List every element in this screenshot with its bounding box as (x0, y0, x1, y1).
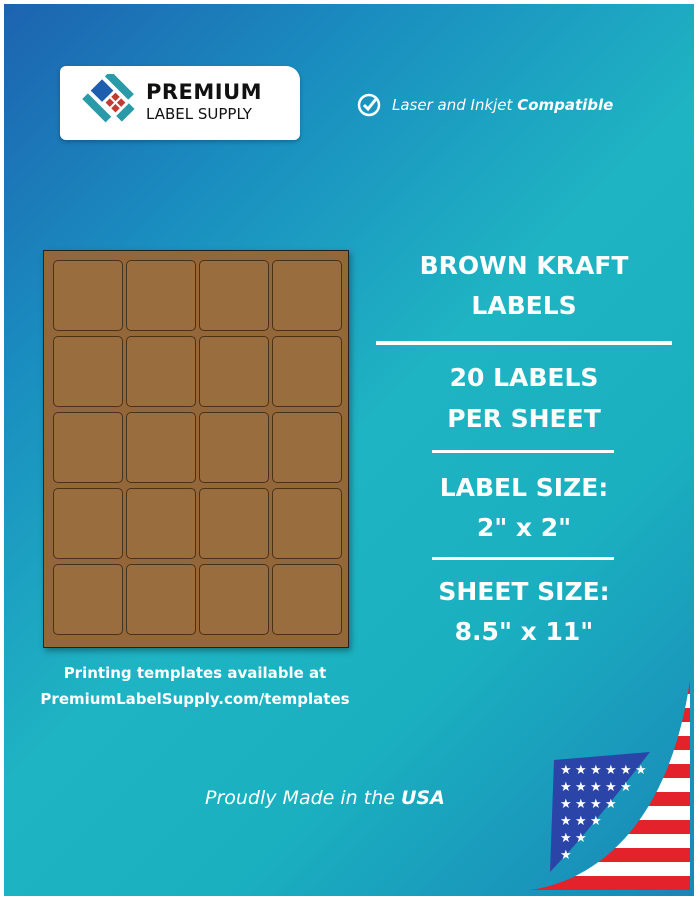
label-size-heading: LABEL SIZE: (439, 473, 609, 502)
label-cell (199, 336, 269, 407)
count-line-2: PER SHEET (447, 404, 601, 433)
logo-text-premium: PREMIUM (146, 80, 263, 104)
flag-star: ★ (590, 814, 602, 829)
label-cell (272, 564, 342, 635)
label-cell (272, 260, 342, 331)
title-line-1: BROWN KRAFT (419, 251, 629, 280)
label-size-value: 2" x 2" (476, 513, 572, 542)
flag-star: ★ (635, 763, 647, 778)
label-cell (126, 564, 196, 635)
label-cell (126, 336, 196, 407)
usa-flag-page-curl-icon: ★ ★ ★ ★ ★ ★★ ★ ★ ★ ★★ ★ ★ ★★ ★ ★★ ★★ (480, 680, 694, 896)
brand-logo: PREMIUM LABEL SUPPLY (60, 66, 300, 140)
made-in-usa: Proudly Made in the USA (205, 787, 445, 809)
flag-star: ★ (620, 780, 632, 795)
templates-line-1: Printing templates available at (63, 664, 327, 682)
compatibility-note: Laser and Inkjet Compatible (356, 92, 613, 118)
flag-stripe (530, 708, 690, 722)
templates-url: PremiumLabelSupply.com/templates (40, 690, 350, 708)
flag-star: ★ (575, 763, 587, 778)
flag-star: ★ (560, 797, 572, 812)
flag-star: ★ (590, 797, 602, 812)
label-cell (53, 412, 123, 483)
divider (376, 341, 672, 345)
sheet-size-heading: SHEET SIZE: (438, 577, 610, 606)
flag-star: ★ (560, 763, 572, 778)
label-cell (126, 412, 196, 483)
flag-star: ★ (590, 763, 602, 778)
flag-star: ★ (590, 780, 602, 795)
flag-stripe (530, 680, 690, 694)
flag-star: ★ (575, 780, 587, 795)
label-cell (53, 260, 123, 331)
logo-mark-icon (82, 74, 135, 123)
flag-stripe (530, 876, 690, 890)
compat-text: Laser and Inkjet (392, 96, 518, 114)
title-line-2: LABELS (471, 291, 577, 320)
templates-note: Printing templates available at PremiumL… (20, 660, 370, 712)
flag-star: ★ (605, 763, 617, 778)
usa-bold: USA (400, 787, 445, 809)
label-cell (199, 412, 269, 483)
label-cell (199, 488, 269, 559)
flag-star: ★ (560, 780, 572, 795)
label-cell (126, 260, 196, 331)
flag-stripe (480, 890, 694, 896)
label-cell (53, 488, 123, 559)
flag-stripe (530, 848, 690, 862)
flag-star: ★ (560, 848, 572, 863)
label-cell (199, 260, 269, 331)
count-line-1: 20 LABELS (449, 363, 599, 392)
divider (432, 557, 614, 560)
flag-star: ★ (620, 763, 632, 778)
flag-star: ★ (560, 831, 572, 846)
label-cell (53, 336, 123, 407)
flag-star: ★ (575, 831, 587, 846)
sheet-size-value: 8.5" x 11" (454, 617, 594, 646)
flag-stripe (530, 834, 690, 848)
label-cell (199, 564, 269, 635)
label-sheet (43, 250, 349, 648)
compat-bold: Compatible (517, 96, 614, 114)
label-cell (272, 336, 342, 407)
divider (432, 450, 614, 453)
flag-star: ★ (575, 814, 587, 829)
flag-star: ★ (605, 780, 617, 795)
flag-star: ★ (605, 797, 617, 812)
flag-stripe (530, 694, 690, 708)
flag-stripe (530, 862, 690, 876)
label-cell (272, 488, 342, 559)
flag-star: ★ (575, 797, 587, 812)
check-circle-icon (357, 93, 381, 117)
label-cell (272, 412, 342, 483)
usa-text: Proudly Made in the (205, 787, 401, 809)
logo-text-label-supply: LABEL SUPPLY (146, 105, 252, 123)
flag-star: ★ (560, 814, 572, 829)
label-cell (126, 488, 196, 559)
flag-stripe (530, 736, 690, 750)
label-cell (53, 564, 123, 635)
flag-stripe (530, 722, 690, 736)
